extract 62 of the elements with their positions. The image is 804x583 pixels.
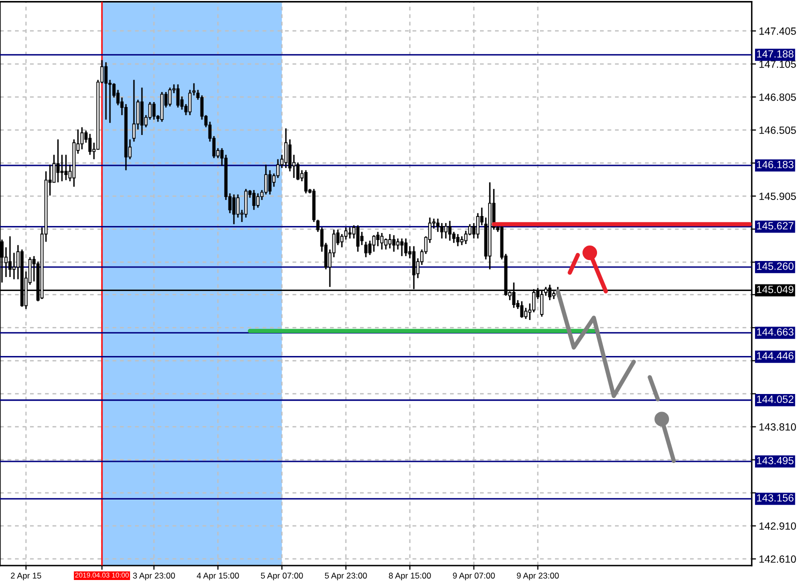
candlestick [344,226,348,240]
candlestick [284,128,288,169]
candlestick [348,226,352,240]
candlestick [276,158,280,179]
candlestick [176,84,180,108]
candlestick [160,91,164,122]
y-tick-label: 145.905 [759,192,796,200]
candlestick [392,234,396,252]
ref-line-label: 145.627 [757,222,794,230]
y-tick-label: 147.105 [759,60,796,68]
candlestick [396,238,400,250]
x-tick-label: 8 Apr 15:00 [388,572,431,580]
candlestick [388,233,392,250]
ref-line-label: 144.052 [757,396,794,403]
candlestick [372,234,376,252]
ref-line-label: 143.156 [757,494,794,502]
candlestick [140,86,144,136]
candlestick [476,212,480,240]
candlestick [304,170,308,194]
x-tick-label: 9 Apr 23:00 [516,572,559,580]
x-tick-label: 9 Apr 07:00 [452,572,495,580]
ref-line-label: 143.495 [757,456,794,464]
candlestick [520,300,524,318]
candlestick [456,233,460,247]
x-tick-label: 5 Apr 07:00 [260,572,303,580]
ref-line-label: 147.188 [757,50,794,58]
x-tick-label: 5 Apr 23:00 [324,572,367,580]
ref-line-label: 144.446 [757,352,794,360]
candlestick [236,194,240,218]
candlestick [444,222,448,240]
y-tick-label: 142.910 [759,522,796,530]
x-tick-label: 2 Apr 15 [10,572,42,580]
ref-line-label: 145.260 [757,262,794,270]
y-tick-label: 143.810 [759,423,796,431]
candlestick [488,182,492,270]
ref-line-label: 144.663 [757,328,794,336]
ref-line-label: 145.049 [757,286,794,294]
candlestick [400,238,404,257]
candlestick [56,138,60,184]
candlestick [268,170,272,196]
candlestick [404,238,408,257]
candlestick [440,222,444,240]
y-tick-label: 146.805 [759,93,796,101]
candlestick [252,189,256,211]
candlestick [368,240,372,256]
x-tick-label: 3 Apr 23:00 [132,572,175,580]
candlestick [360,231,364,246]
y-tick-label: 147.405 [759,27,796,35]
candlestick [12,252,16,280]
line-series [556,289,636,398]
candlestick [264,164,268,196]
candlestick [380,232,384,250]
candlestick [232,194,236,225]
candlestick [436,218,440,233]
candlestick [448,220,452,242]
y-tick-label: 142.610 [759,555,796,563]
candlestick [376,231,380,247]
x-tick-label: 4 Apr 15:00 [196,572,239,580]
y-tick-label: 146.505 [759,126,796,134]
candlestick [168,86,172,108]
ref-line-label: 146.183 [757,160,794,168]
candlestick [340,233,344,248]
